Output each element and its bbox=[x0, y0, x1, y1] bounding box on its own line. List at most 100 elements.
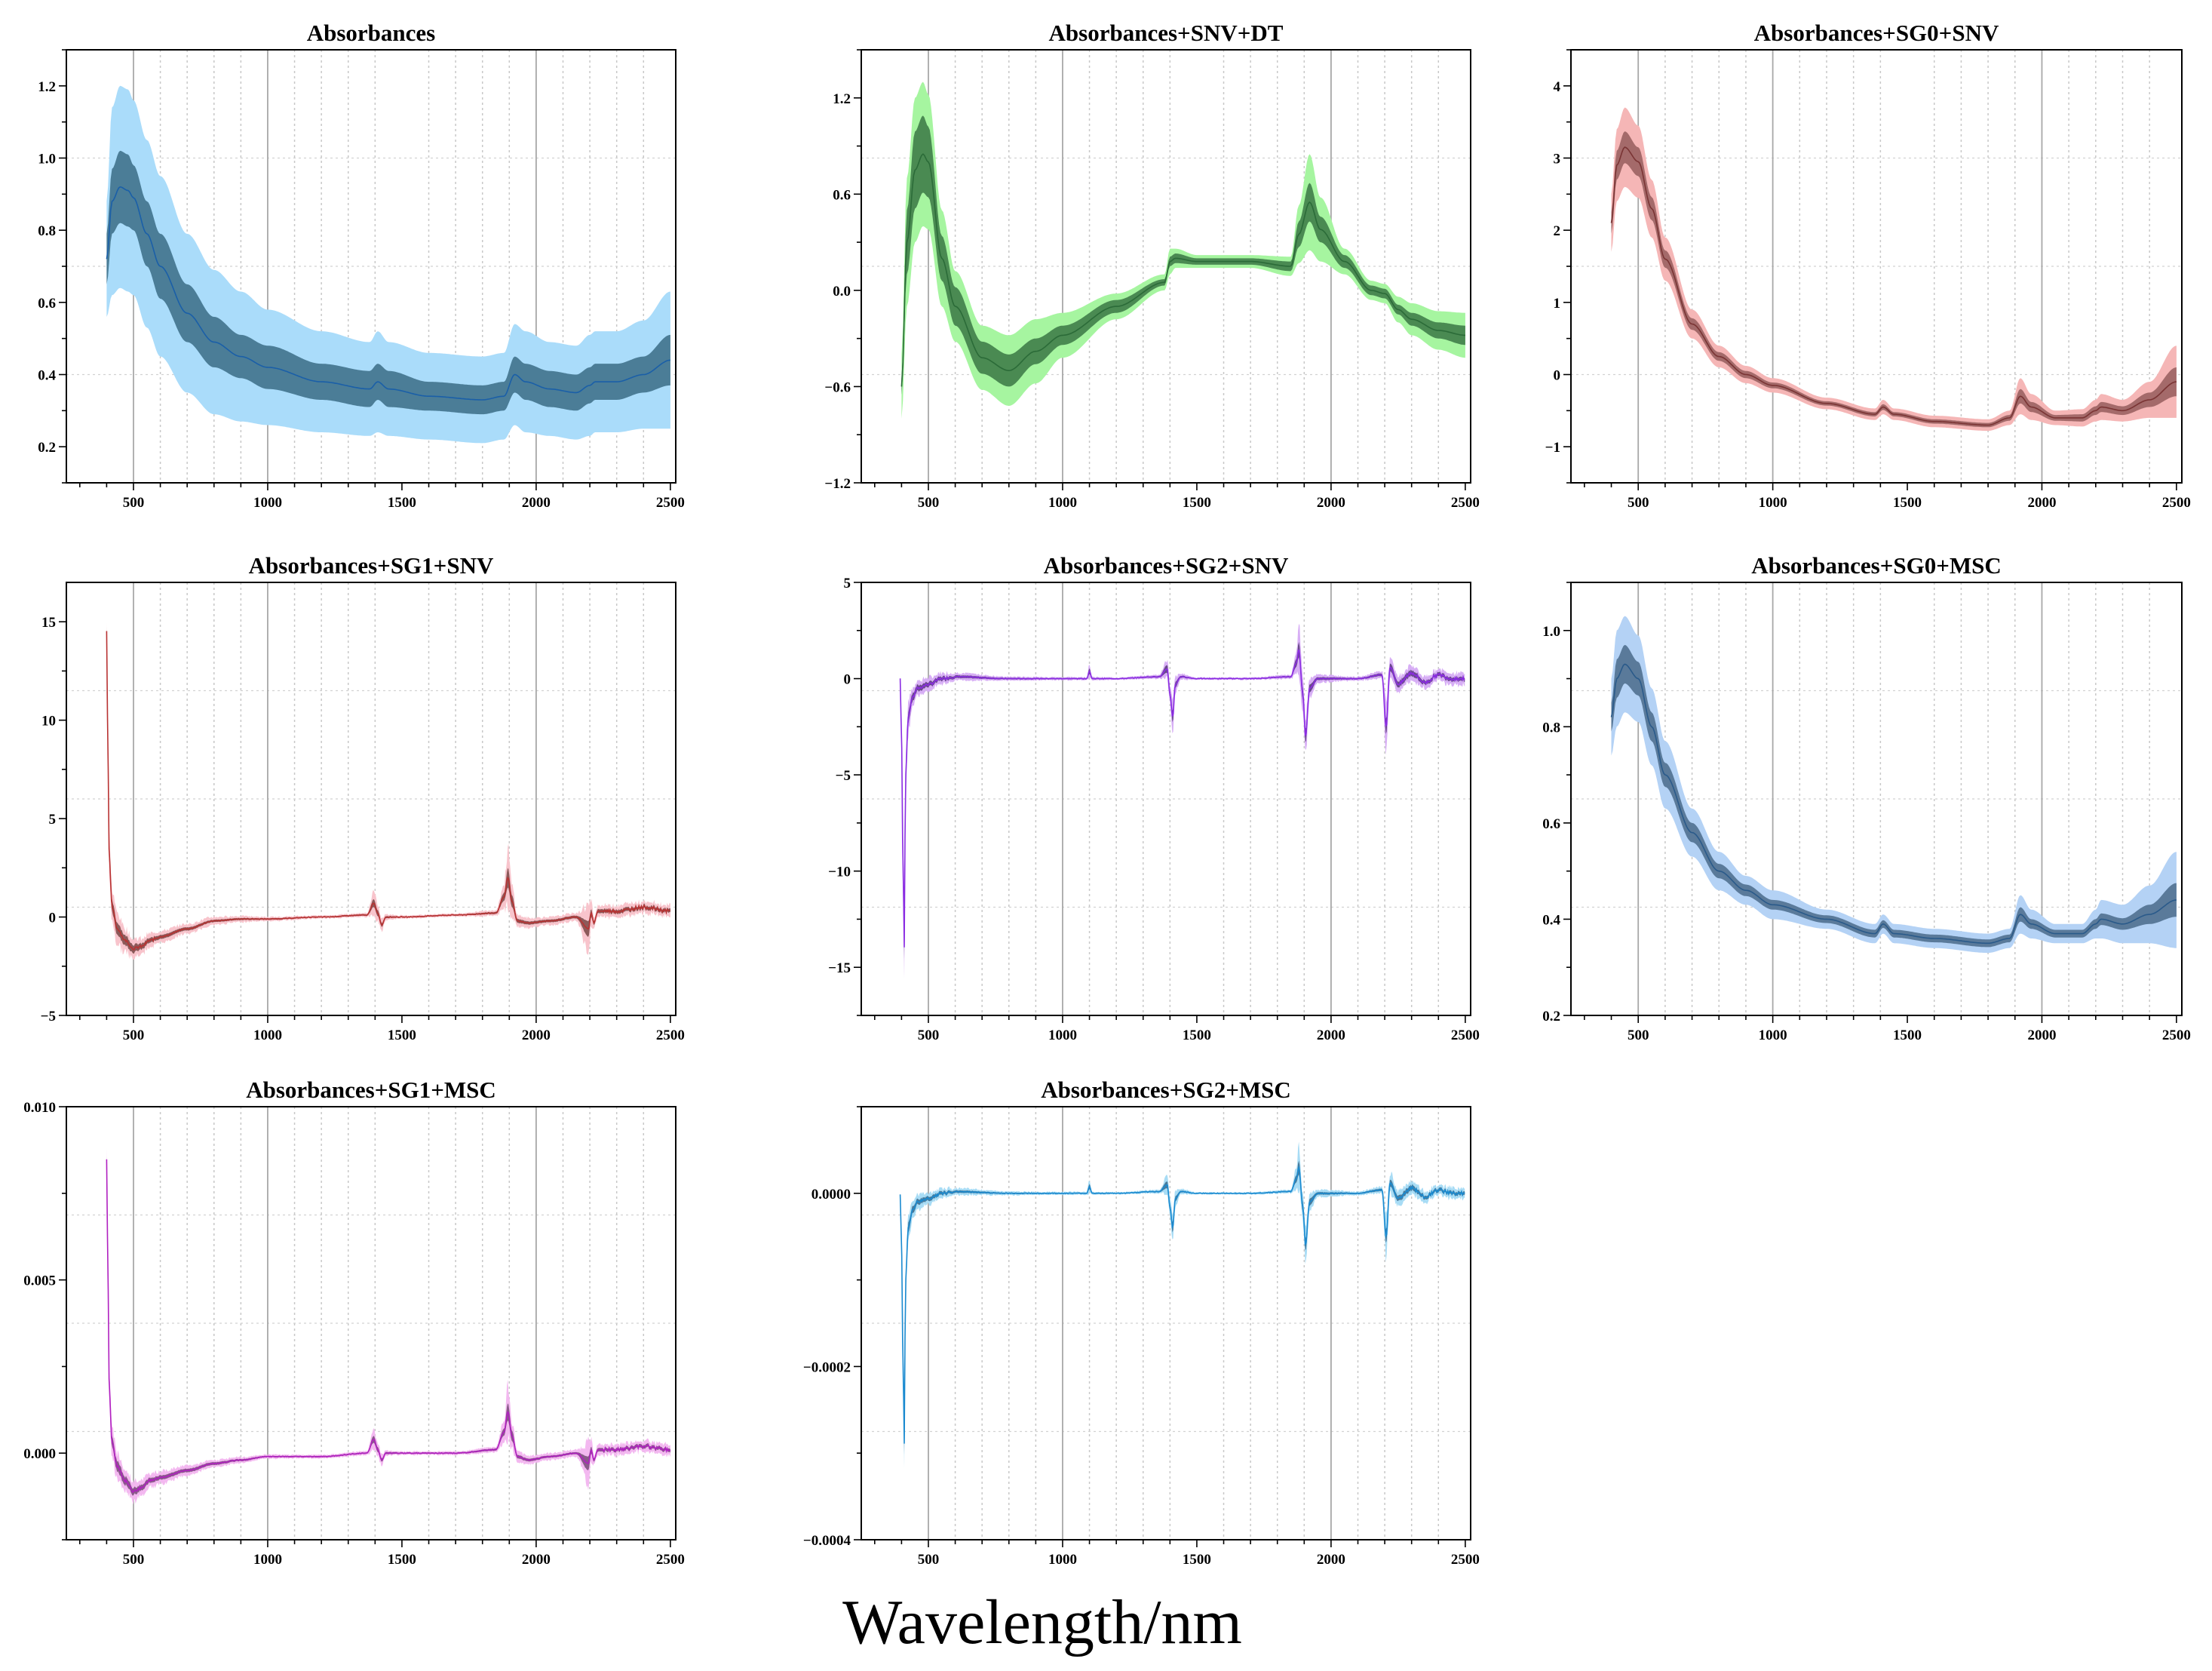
x-tick-label: 2000 bbox=[1317, 1027, 1345, 1043]
grid bbox=[861, 1107, 1471, 1540]
outer-sd-band bbox=[901, 81, 1465, 419]
panel-8: 500 1000 1500 2000 2500 −0.0004 −0.0002 0.0000 A… bbox=[803, 1077, 1480, 1568]
grid bbox=[66, 582, 676, 1015]
x-tick-label: 500 bbox=[918, 1027, 940, 1043]
inner-sd-band bbox=[900, 641, 1465, 959]
panel-6: 500 1000 1500 2000 2500 0.2 0.4 0.6 0.8 1.0 Absorb… bbox=[1542, 552, 2191, 1043]
mean-spectrum-line bbox=[899, 1165, 1465, 1444]
x-tick-label: 2000 bbox=[522, 495, 551, 511]
panel-title: Absorbances bbox=[307, 20, 436, 46]
inner-sd-band bbox=[106, 150, 670, 415]
panel-4: 500 1000 1500 2000 2500 −5 0 5 10 15 Absorbances+S… bbox=[41, 552, 685, 1043]
y-tick-label: 0.8 bbox=[38, 223, 56, 239]
outer-sd-band bbox=[1611, 107, 2177, 432]
inner-sd-band bbox=[106, 627, 670, 954]
y-tick-label: −0.0002 bbox=[803, 1359, 851, 1375]
panel-1: 500 1000 1500 2000 2500 0.2 0.4 0.6 0.8 1.0 1.2 Abs… bbox=[38, 20, 685, 511]
y-tick-label: 15 bbox=[41, 615, 56, 631]
panel-title: Absorbances+SG2+MSC bbox=[1041, 1077, 1291, 1103]
plot-frame bbox=[66, 582, 676, 1016]
outer-sd-band bbox=[106, 1147, 670, 1505]
x-tick-label: 2500 bbox=[2162, 1027, 2191, 1043]
plot-frame bbox=[66, 1106, 676, 1540]
y-tick-label: 0.4 bbox=[38, 368, 56, 384]
panel-title: Absorbances+SG1+MSC bbox=[246, 1077, 496, 1103]
plot-frame bbox=[1570, 582, 2183, 1016]
panel-7: 500 1000 1500 2000 2500 0.000 0.005 0.010 Absorb… bbox=[23, 1077, 685, 1568]
y-tick-label: 1.0 bbox=[38, 152, 56, 167]
x-tick-label: 2500 bbox=[656, 1027, 685, 1043]
x-tick-label: 500 bbox=[1628, 1027, 1649, 1043]
figure-xlabel: Wavelength/nm bbox=[842, 1587, 1242, 1657]
y-tick-label: 0.6 bbox=[38, 296, 56, 312]
y-tick-label: 1.2 bbox=[833, 91, 851, 107]
plot-frame bbox=[861, 49, 1471, 484]
y-tick-label: −1 bbox=[1545, 440, 1560, 456]
x-tick-label: 1000 bbox=[253, 495, 282, 511]
x-tick-label: 2000 bbox=[522, 1552, 551, 1568]
y-tick-label: −5 bbox=[41, 1009, 56, 1024]
x-tick-label: 1000 bbox=[253, 1552, 282, 1568]
x-tick-label: 2500 bbox=[656, 1552, 685, 1568]
x-tick-label: 1500 bbox=[1183, 1027, 1211, 1043]
mean-spectrum-line bbox=[106, 186, 670, 401]
y-tick-label: −15 bbox=[828, 960, 851, 976]
x-tick-label: 1000 bbox=[253, 1027, 282, 1043]
y-tick-label: 0.0000 bbox=[811, 1187, 851, 1203]
y-tick-label: −1.2 bbox=[824, 476, 851, 492]
outer-sd-band bbox=[106, 622, 670, 960]
y-tick-label: 0.010 bbox=[23, 1100, 56, 1116]
y-tick-label: −5 bbox=[836, 768, 851, 784]
y-tick-label: 5 bbox=[844, 576, 851, 591]
panel-title: Absorbances+SG0+MSC bbox=[1751, 552, 2002, 579]
outer-sd-band bbox=[1611, 616, 2177, 954]
x-tick-label: 2500 bbox=[1451, 1027, 1480, 1043]
mean-spectrum-line bbox=[1610, 663, 2177, 945]
y-tick-label: 4 bbox=[1554, 79, 1561, 95]
x-tick-label: 1000 bbox=[1048, 1027, 1077, 1043]
x-tick-label: 500 bbox=[123, 1027, 145, 1043]
grid bbox=[861, 582, 1471, 1015]
inner-sd-band bbox=[1611, 131, 2177, 428]
y-tick-label: −0.6 bbox=[824, 379, 851, 395]
x-tick-label: 500 bbox=[123, 1552, 145, 1568]
panel-title: Absorbances+SG0+SNV bbox=[1754, 20, 1999, 46]
y-tick-label: 5 bbox=[49, 812, 57, 828]
x-tick-label: 2500 bbox=[1451, 495, 1480, 511]
x-tick-label: 1000 bbox=[1048, 495, 1077, 511]
x-tick-label: 500 bbox=[918, 1552, 940, 1568]
x-tick-label: 2500 bbox=[1451, 1552, 1480, 1568]
panel-2: 500 1000 1500 2000 2500 −1.2 −0.6 0.0 0.6 1.2 Abso… bbox=[824, 20, 1479, 511]
x-tick-label: 500 bbox=[918, 495, 940, 511]
y-tick-label: 0.8 bbox=[1542, 720, 1560, 736]
x-tick-label: 2000 bbox=[2027, 495, 2056, 511]
x-tick-label: 2000 bbox=[1317, 495, 1345, 511]
mean-spectrum-line bbox=[106, 631, 671, 951]
y-tick-label: 1 bbox=[1554, 296, 1561, 312]
y-tick-label: 0.005 bbox=[23, 1273, 56, 1289]
y-tick-label: 0.0 bbox=[833, 284, 851, 299]
y-tick-label: 0 bbox=[844, 672, 851, 688]
panel-title: Absorbances+SG2+SNV bbox=[1044, 552, 1289, 579]
plot-frame bbox=[861, 582, 1471, 1016]
mean-spectrum-line bbox=[900, 153, 1465, 387]
x-tick-label: 1500 bbox=[388, 495, 416, 511]
x-tick-label: 1500 bbox=[1183, 1552, 1211, 1568]
panel-title: Absorbances+SNV+DT bbox=[1049, 20, 1284, 46]
y-tick-label: −10 bbox=[828, 865, 851, 880]
panel-title: Absorbances+SG1+SNV bbox=[249, 552, 494, 579]
y-tick-label: 3 bbox=[1554, 152, 1561, 167]
y-tick-label: 0.2 bbox=[38, 440, 56, 456]
x-tick-label: 1500 bbox=[1893, 1027, 1922, 1043]
inner-sd-band bbox=[901, 115, 1465, 395]
x-tick-label: 1500 bbox=[1893, 495, 1922, 511]
x-tick-label: 1000 bbox=[1048, 1552, 1077, 1568]
panel-5: 500 1000 1500 2000 2500 −15 −10 −5 0 5 Absorbances… bbox=[828, 552, 1480, 1043]
y-tick-label: 0.000 bbox=[23, 1446, 56, 1462]
x-tick-label: 500 bbox=[1628, 495, 1649, 511]
plot-frame bbox=[861, 1106, 1471, 1540]
mean-spectrum-line bbox=[899, 649, 1465, 948]
x-tick-label: 1000 bbox=[1759, 495, 1787, 511]
y-tick-label: 2 bbox=[1554, 223, 1561, 239]
